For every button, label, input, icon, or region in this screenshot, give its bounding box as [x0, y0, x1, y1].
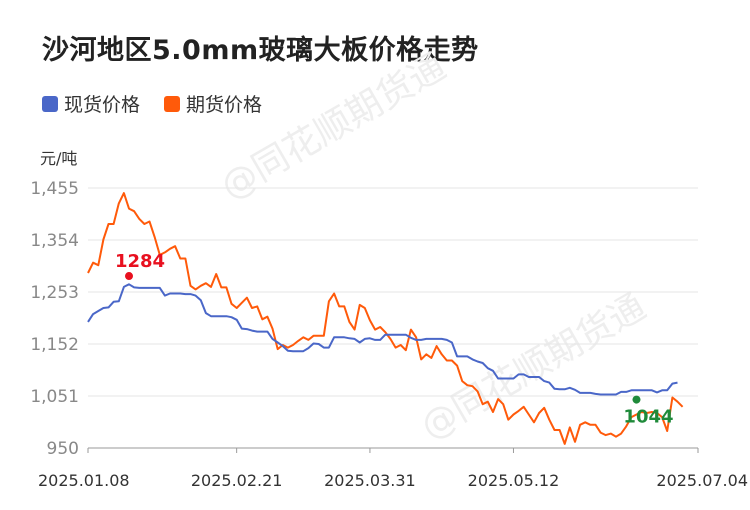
y-tick-label: 1,455 — [30, 179, 79, 199]
annotation-marker — [125, 272, 134, 281]
y-tick-label: 1,051 — [30, 387, 79, 407]
legend-label-futures: 期货价格 — [186, 94, 263, 116]
y-tick-label: 1,354 — [30, 231, 79, 251]
legend-swatch-spot — [42, 95, 58, 112]
watermark: @同花顺期货通 — [214, 46, 453, 208]
y-tick-label: 1,253 — [30, 283, 79, 303]
y-tick-label: 1,152 — [30, 335, 79, 355]
x-tick-label: 2025.07.04 — [656, 471, 748, 490]
chart-title: 沙河地区5.0mm玻璃大板价格走势 — [42, 35, 479, 66]
x-tick-label: 2025.05.12 — [468, 471, 560, 490]
spot-price-line — [87, 283, 678, 396]
annotation-label: 1284 — [115, 251, 165, 272]
y-tick-label: 950 — [47, 439, 79, 459]
watermark: @同花顺期货通 — [414, 286, 653, 448]
legend-item-futures[interactable]: 期货价格 — [164, 90, 262, 117]
y-axis-unit: 元/吨 — [40, 149, 78, 168]
legend: 现货价格 期货价格 — [42, 90, 286, 117]
legend-swatch-futures — [164, 95, 181, 112]
futures-price-line — [87, 192, 684, 445]
x-tick-label: 2025.03.31 — [324, 471, 416, 490]
legend-item-spot[interactable]: 现货价格 — [42, 90, 140, 117]
x-tick-label: 2025.01.08 — [38, 471, 130, 490]
annotation-marker — [632, 395, 641, 404]
legend-label-spot: 现货价格 — [64, 94, 141, 116]
x-tick-label: 2025.02.21 — [191, 471, 283, 490]
annotation-label: 1044 — [623, 407, 673, 428]
